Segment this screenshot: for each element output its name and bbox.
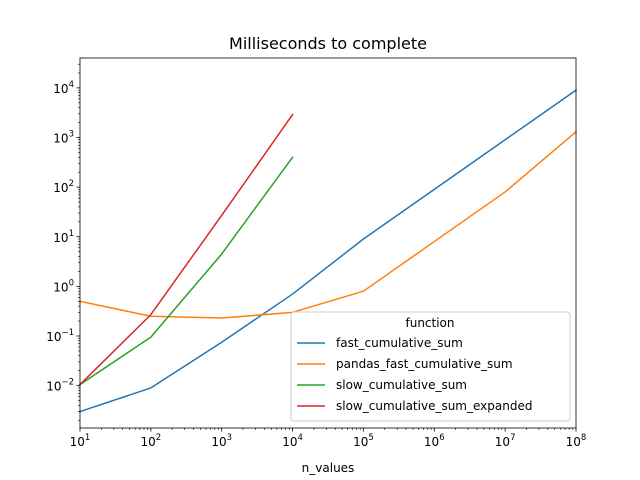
series-line-2 [78,156,294,386]
series-line-1 [79,130,578,319]
x-tick-base: 10 [282,435,297,449]
y-tick-base: 10 [46,380,61,394]
y-tick-base: 10 [53,82,68,96]
y-tick-exponent: 0 [69,278,74,288]
x-tick-exponent: 8 [581,433,586,443]
y-tick-exponent: 1 [69,229,74,239]
plot-frame [79,57,577,429]
y-tick-exponent: 3 [69,130,74,140]
x-tick-base: 10 [566,435,581,449]
x-axis: 101 102 103 104 105 106 107 108 [70,428,587,449]
x-tick-base: 10 [353,435,368,449]
legend-box [290,311,571,422]
y-tick-label: 100 [53,278,74,294]
y-tick-base: 10 [46,330,61,344]
x-tick-base: 10 [495,435,510,449]
y-tick-label: 103 [53,130,74,146]
x-tick-label: 108 [566,433,587,449]
x-tick-exponent: 1 [85,433,90,443]
y-tick-exponent: −2 [61,378,74,388]
x-tick-label: 102 [141,433,162,449]
series-line-0 [79,89,578,413]
y-tick-label: 104 [53,80,74,96]
x-tick-label: 104 [282,433,303,449]
x-tick-exponent: 7 [510,433,515,443]
y-tick-base: 10 [53,280,68,294]
y-tick-exponent: 2 [69,179,74,189]
y-tick-base: 10 [53,132,68,146]
x-tick-base: 10 [211,435,226,449]
x-tick-exponent: 2 [156,433,161,443]
y-tick-exponent: −1 [61,328,74,338]
y-tick-base: 10 [53,181,68,195]
x-tick-label: 103 [211,433,232,449]
series-line-3 [78,113,294,386]
x-tick-exponent: 6 [439,433,444,443]
y-tick-label: 10−2 [46,378,74,394]
y-tick-label: 101 [53,229,74,245]
legend-label-1: pandas_fast_cumulative_sum [336,357,513,371]
chart-title: Milliseconds to complete [229,34,427,53]
x-tick-exponent: 4 [298,433,303,443]
legend-label-3: slow_cumulative_sum_expanded [336,399,532,413]
x-tick-base: 10 [141,435,156,449]
x-axis-label: n_values [302,461,355,475]
x-tick-base: 10 [424,435,439,449]
x-tick-label: 105 [353,433,374,449]
plot-lines [78,89,578,413]
legend-label-0: fast_cumulative_sum [336,336,463,350]
x-tick-label: 101 [70,433,91,449]
legend: function fast_cumulative_sum pandas_fast_… [290,311,571,422]
x-tick-exponent: 5 [368,433,373,443]
y-tick-label: 102 [53,179,74,195]
legend-title: function [405,316,454,330]
x-tick-label: 107 [495,433,516,449]
y-tick-exponent: 4 [69,80,74,90]
legend-label-2: slow_cumulative_sum [336,378,467,392]
x-tick-label: 106 [424,433,445,449]
y-tick-base: 10 [53,231,68,245]
x-tick-exponent: 3 [227,433,232,443]
x-tick-base: 10 [70,435,85,449]
y-tick-label: 10−1 [46,328,74,344]
